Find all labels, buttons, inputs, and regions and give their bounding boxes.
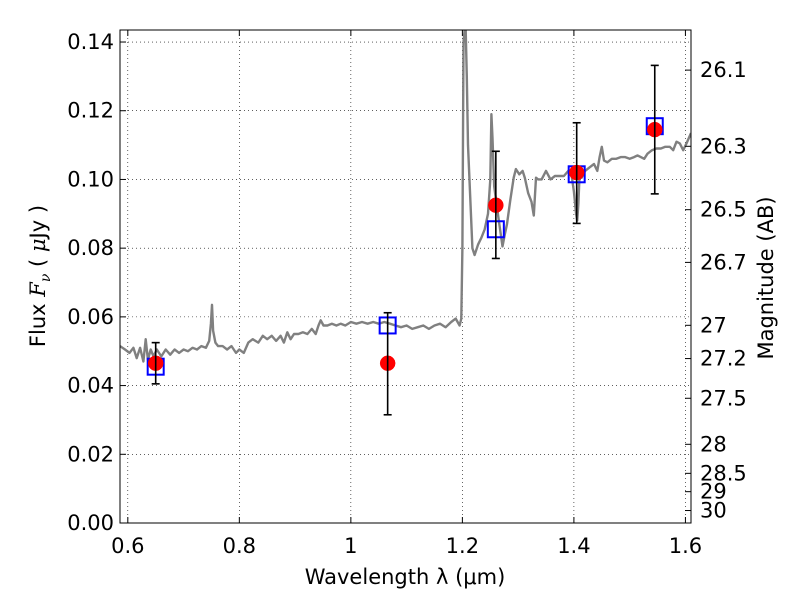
spectrum-line xyxy=(120,30,691,363)
y2-tick-label: 28 xyxy=(700,432,727,456)
x-tick-label: 1.2 xyxy=(446,534,479,558)
x-tick-labels: 0.6 0.8 1 1.2 1.4 1.6 xyxy=(111,534,702,558)
y2-tick-label: 30 xyxy=(700,499,727,523)
y-axis-label: Flux Fν ( μJy ) xyxy=(26,205,54,347)
y2-tick-label: 26.5 xyxy=(700,198,747,222)
plot-area xyxy=(120,30,691,416)
x-axis-label: Wavelength λ (μm) xyxy=(305,565,506,589)
y2-tick-label: 28.5 xyxy=(700,461,747,485)
y2-axis-label: Magnitude (AB) xyxy=(754,196,778,359)
x-tick-label: 1.6 xyxy=(669,534,702,558)
y-tick-label: 0.12 xyxy=(67,99,114,123)
x-tick-label: 0.8 xyxy=(223,534,256,558)
y-tick-label: 0.06 xyxy=(67,305,114,329)
y-axis-label-unit-open: ( xyxy=(26,252,50,274)
y2-tick-label: 26.3 xyxy=(700,134,747,158)
y-tick-label: 0.02 xyxy=(67,442,114,466)
x-tick-label: 1 xyxy=(344,534,357,558)
y2-tick-label: 26.7 xyxy=(700,250,747,274)
y-tick-label: 0.08 xyxy=(67,236,114,260)
y2-tick-label: 26.1 xyxy=(700,58,747,82)
y-tick-label: 0.00 xyxy=(67,511,114,535)
y2-tick-label: 29 xyxy=(700,480,727,504)
y-tick-label: 0.14 xyxy=(67,30,114,54)
y-tick-label: 0.04 xyxy=(67,374,114,398)
y-axis-label-unit-mu: μ xyxy=(26,238,50,252)
y-axis-label-prefix: Flux xyxy=(26,297,50,347)
y-axis-label-subscript: ν xyxy=(38,273,54,282)
y-tick-label: 0.10 xyxy=(67,167,114,191)
x-tick-label: 0.6 xyxy=(111,534,144,558)
y-tick-labels: 0.00 0.02 0.04 0.06 0.08 0.10 0.12 0.14 xyxy=(67,30,114,535)
plot-frame xyxy=(119,29,692,524)
y-axis-label-symbol: F xyxy=(26,281,50,298)
tick-marks xyxy=(120,30,691,524)
y2-tick-label: 27.2 xyxy=(700,347,747,371)
y2-tick-label: 27.5 xyxy=(700,386,747,410)
y2-tick-label: 27 xyxy=(700,313,727,337)
x-tick-label: 1.4 xyxy=(557,534,590,558)
y-axis-label-unit-rest: Jy ) xyxy=(26,205,50,241)
